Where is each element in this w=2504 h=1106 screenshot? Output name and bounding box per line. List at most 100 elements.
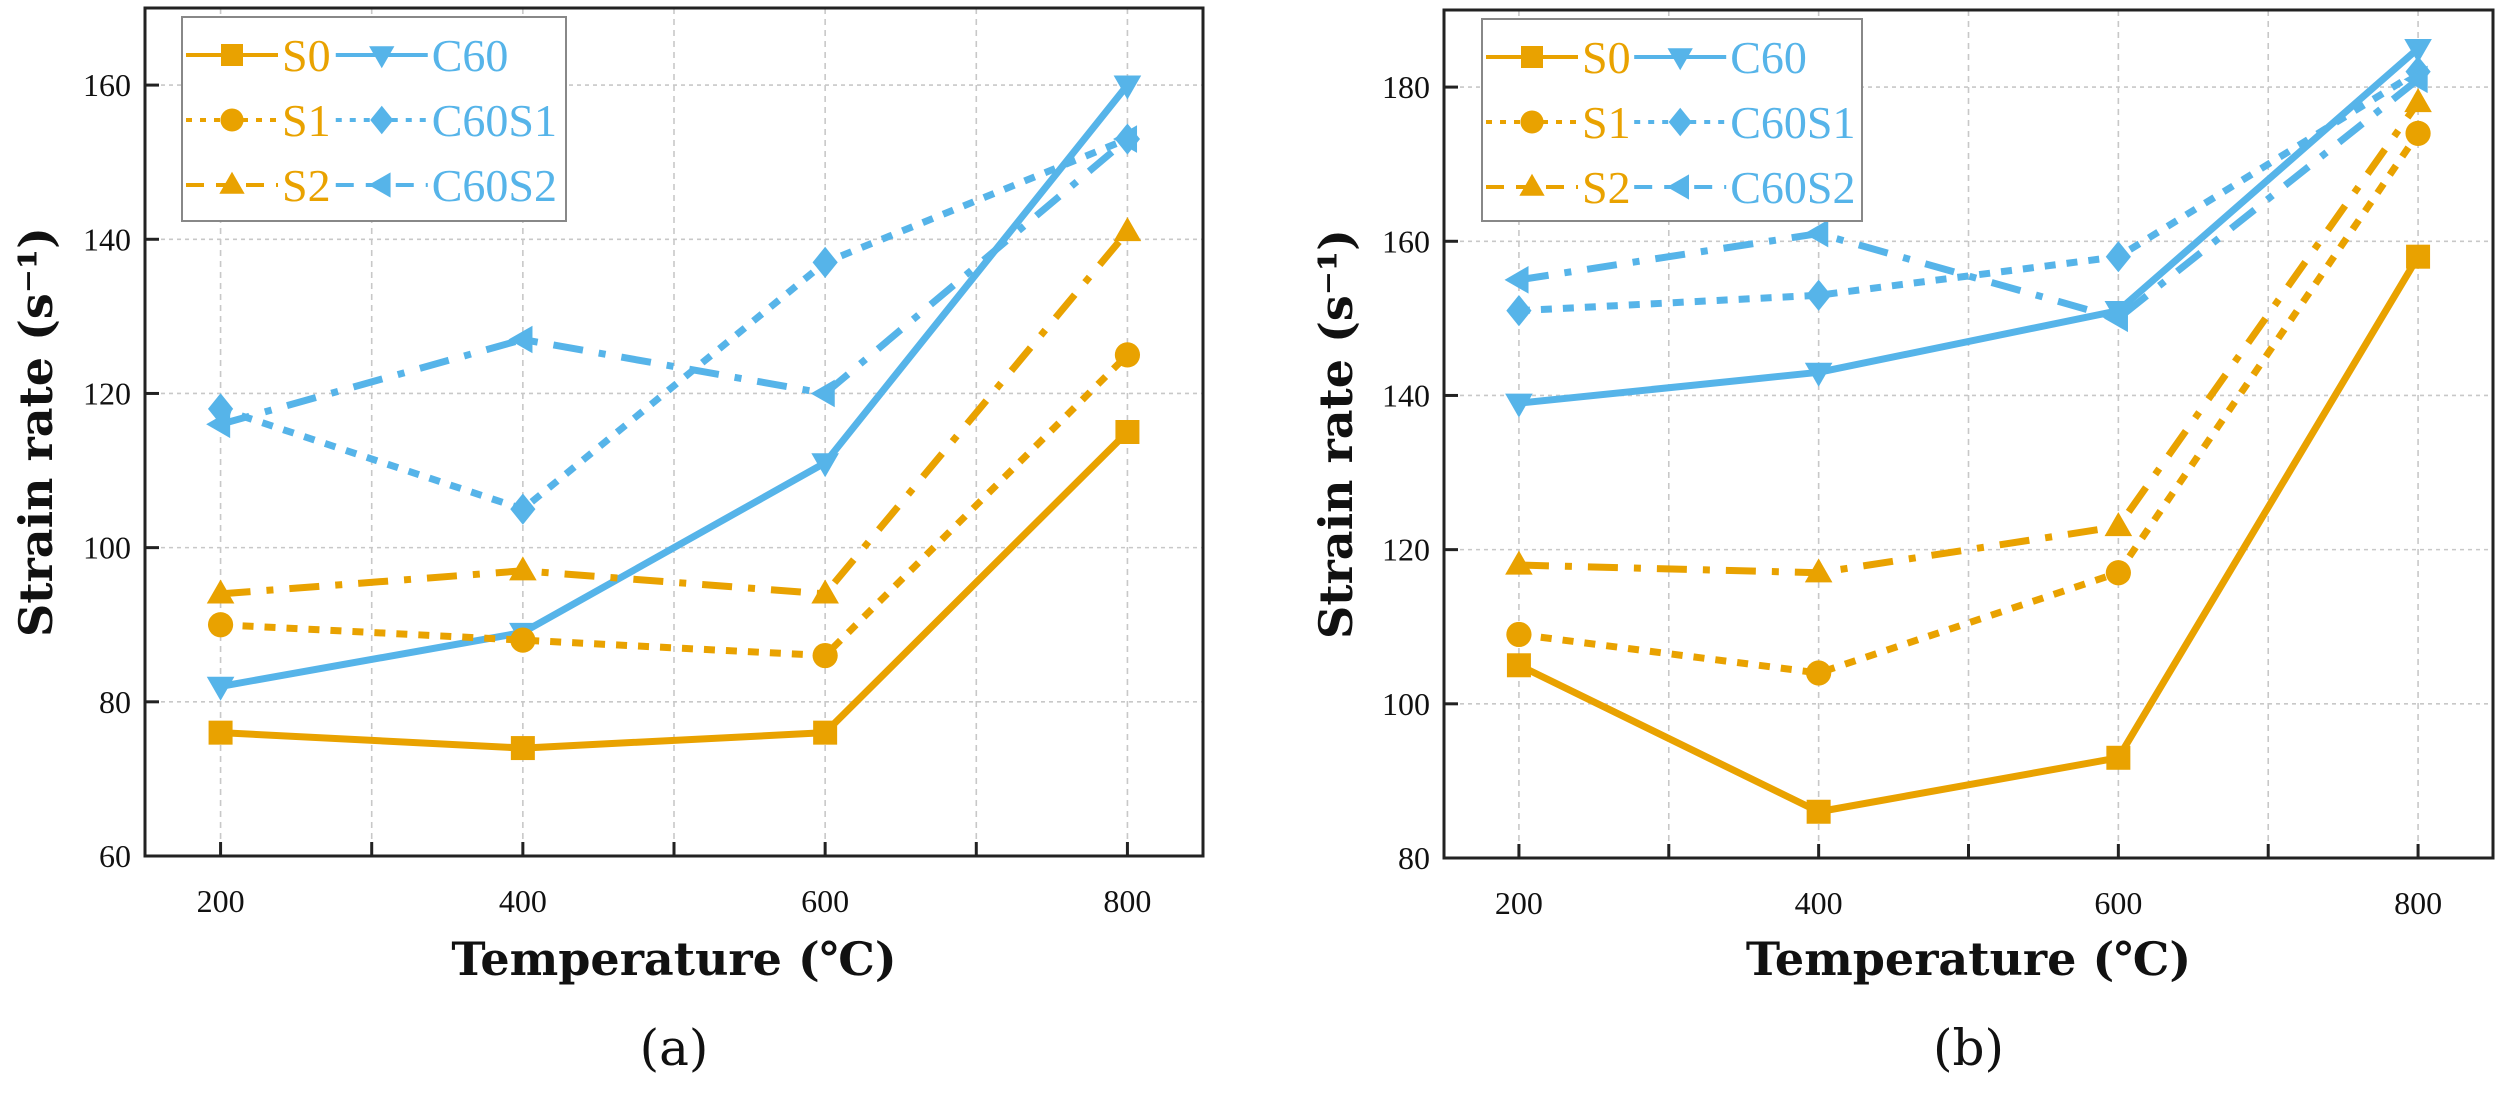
data-point	[1506, 295, 1532, 327]
legend-marker	[1668, 107, 1692, 137]
data-point	[2105, 241, 2131, 273]
legend-label: S1	[282, 95, 331, 146]
legend-label: C60	[1730, 32, 1807, 83]
x-tick-label: 600	[2094, 885, 2142, 921]
series-line	[1518, 68, 2420, 315]
x-tick-label: 800	[1103, 883, 1151, 919]
panel-label: (a)	[640, 1019, 709, 1077]
panel-label: (b)	[1933, 1019, 2004, 1077]
data-point	[510, 627, 536, 653]
legend-label: S2	[1582, 162, 1631, 213]
series-line	[1518, 100, 2421, 577]
legend-marker	[1519, 173, 1545, 196]
legend-item-C60: C60	[1634, 32, 1807, 83]
legend-item-S0: S0	[1486, 32, 1631, 83]
legend-item-C60S2: C60S2	[1634, 162, 1855, 213]
data-point	[2404, 88, 2432, 113]
data-point	[2103, 304, 2128, 333]
y-tick-label: 140	[83, 221, 131, 257]
legend-marker	[1521, 46, 1543, 68]
data-point	[2105, 560, 2131, 586]
chart-panel-0: 200 400 600 800 60 80 100 120 140 160 Temperature …	[9, 6, 1205, 1077]
data-point	[1804, 219, 1829, 248]
chart-panel-1: 200 400 600 800 80 100 120 140 160 180 Temperature…	[1309, 8, 2495, 1077]
y-tick-label: 140	[1382, 377, 1430, 413]
legend-item-S1: S1	[186, 95, 331, 146]
y-tick-label: 120	[1382, 532, 1430, 568]
data-point	[2406, 244, 2431, 269]
x-tick-label: 400	[1795, 885, 1843, 921]
x-tick-label: 200	[197, 883, 245, 919]
data-point	[1804, 362, 1833, 387]
legend-label: C60S1	[1730, 97, 1855, 148]
y-tick-label: 160	[83, 67, 131, 103]
data-point	[2404, 38, 2432, 63]
series-C60S2	[206, 125, 1138, 439]
data-point	[1504, 266, 1529, 294]
data-point	[509, 556, 537, 581]
data-point	[1114, 342, 1141, 368]
legend-marker	[369, 46, 395, 69]
legend-label: C60S1	[432, 95, 557, 146]
series-line	[1517, 254, 2422, 816]
legend-item-C60: C60	[335, 30, 509, 81]
series-line	[219, 135, 1129, 513]
series-S2	[206, 217, 1142, 604]
legend-marker	[1520, 110, 1544, 134]
data-point	[1806, 279, 1832, 311]
x-tick-label: 800	[2394, 885, 2442, 921]
legend-item-C60S2: C60S2	[335, 160, 557, 211]
legend-marker	[368, 172, 391, 198]
legend-item-C60S1: C60S1	[335, 95, 557, 146]
data-point	[1113, 217, 1142, 242]
legend-marker	[221, 44, 243, 66]
legend-label: S0	[1582, 32, 1631, 83]
y-tick-label: 60	[99, 838, 131, 874]
x-axis-label: Temperature (℃)	[451, 932, 896, 986]
legend-item-S2: S2	[1486, 162, 1631, 213]
data-point	[1113, 125, 1138, 153]
y-axis-label: Strain rate (s⁻¹)	[9, 227, 63, 637]
data-point	[510, 736, 535, 761]
legend-marker	[219, 171, 245, 194]
legend-label: C60S2	[1730, 162, 1855, 213]
data-point	[1505, 550, 1533, 575]
legend-marker	[1667, 48, 1693, 71]
data-point	[1806, 660, 1832, 686]
series-S0	[208, 420, 1140, 761]
data-point	[206, 676, 235, 701]
series-line	[1518, 131, 2421, 677]
series-S1	[1506, 120, 2431, 686]
y-tick-label: 80	[1398, 840, 1430, 876]
legend-marker	[220, 108, 244, 132]
legend-label: C60S2	[432, 160, 557, 211]
series-line	[219, 136, 1130, 428]
legend-item-S1: S1	[1486, 97, 1631, 148]
legend-marker	[1667, 174, 1689, 200]
legend-label: S0	[282, 30, 331, 81]
data-point	[1113, 75, 1142, 100]
data-point	[811, 579, 839, 604]
data-point	[1506, 621, 1532, 648]
y-tick-label: 100	[1382, 686, 1430, 722]
legend-label: C60	[432, 30, 509, 81]
data-point	[1505, 393, 1533, 418]
legend-item-C60S1: C60S1	[1634, 97, 1855, 148]
series-S2	[1505, 88, 2432, 583]
series-line	[1518, 45, 2421, 407]
y-tick-label: 80	[99, 684, 131, 720]
x-tick-label: 400	[499, 883, 547, 919]
data-point	[1804, 558, 1833, 583]
legend-marker	[370, 105, 394, 135]
data-point	[2403, 65, 2428, 94]
data-point	[812, 642, 838, 669]
legend-item-S0: S0	[186, 30, 331, 81]
series-S0	[1506, 244, 2431, 824]
data-point	[813, 720, 838, 745]
data-point	[812, 246, 838, 278]
y-axis-label: Strain rate (s⁻¹)	[1309, 229, 1363, 639]
data-point	[208, 720, 233, 745]
